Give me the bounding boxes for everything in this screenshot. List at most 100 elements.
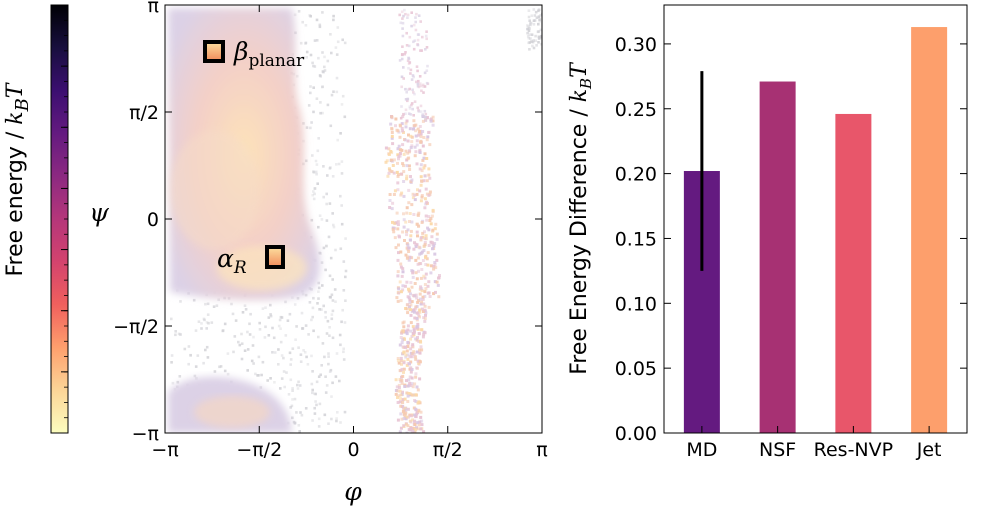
stripe-cell <box>411 275 415 279</box>
stripe-cell <box>395 170 399 174</box>
stripe-cell <box>409 366 413 370</box>
stripe-cell <box>408 305 411 309</box>
stripe-cell <box>420 179 424 183</box>
stripe-cell <box>423 317 427 320</box>
stripe-cell <box>424 48 427 51</box>
stripe-cell <box>423 164 427 168</box>
stripe-cell <box>405 211 409 215</box>
stripe-cell <box>434 222 438 226</box>
density-speckle <box>261 360 265 364</box>
stripe-cell <box>425 200 429 204</box>
stripe-cell <box>405 415 409 419</box>
bar-ylabel-k: k <box>567 89 592 102</box>
patch-cell <box>527 41 530 45</box>
patch-cell <box>529 23 532 27</box>
density-speckle <box>332 90 335 93</box>
density-speckle <box>258 321 261 325</box>
stripe-cell <box>407 67 410 70</box>
stripe-cell <box>410 285 414 289</box>
density-speckle <box>305 56 308 59</box>
stripe-cell <box>407 133 410 137</box>
density-speckle <box>328 326 331 329</box>
density-speckle <box>261 307 265 310</box>
alpha-l-stripe <box>384 8 441 433</box>
stripe-cell <box>427 193 431 197</box>
stripe-cell <box>415 316 419 320</box>
stripe-cell <box>422 166 426 170</box>
stripe-cell <box>414 407 418 411</box>
stripe-cell <box>427 291 431 295</box>
density-speckle <box>297 346 300 349</box>
stripe-cell <box>402 66 405 69</box>
stripe-cell <box>406 88 410 91</box>
density-speckle <box>217 298 220 301</box>
stripe-cell <box>398 152 402 155</box>
stripe-cell <box>394 392 398 396</box>
density-speckle <box>312 86 315 89</box>
density-speckle <box>264 306 267 309</box>
density-speckle <box>309 85 312 88</box>
stripe-cell <box>401 230 405 234</box>
stripe-cell <box>427 244 431 247</box>
stripe-cell <box>403 397 407 401</box>
stripe-cell <box>408 61 412 64</box>
density-speckle <box>335 90 339 94</box>
density-speckle <box>174 333 177 337</box>
stripe-cell <box>420 307 424 311</box>
stripe-cell <box>414 393 418 397</box>
patch-cell <box>532 39 535 42</box>
stripe-cell <box>407 164 411 168</box>
stripe-cell <box>392 193 396 196</box>
density-speckle <box>342 260 346 263</box>
density-speckle <box>340 103 344 106</box>
stripe-cell <box>405 44 409 47</box>
stripe-cell <box>397 243 400 247</box>
density-speckle <box>314 170 318 174</box>
stripe-cell <box>402 417 406 420</box>
density-speckle <box>271 326 274 330</box>
stripe-cell <box>404 112 407 115</box>
stripe-cell <box>423 230 426 234</box>
density-speckle <box>213 370 217 373</box>
stripe-cell <box>415 192 419 196</box>
density-speckle <box>179 333 182 336</box>
stripe-cell <box>419 238 423 242</box>
stripe-cell <box>417 400 421 404</box>
stripe-cell <box>413 316 417 320</box>
density-speckle <box>310 354 313 358</box>
stripe-cell <box>422 274 426 278</box>
density-speckle <box>298 430 301 433</box>
density-speckle <box>306 363 310 366</box>
stripe-cell <box>431 208 435 212</box>
stripe-cell <box>406 407 410 411</box>
stripe-cell <box>412 119 416 123</box>
stripe-cell <box>401 345 405 349</box>
stripe-cell <box>412 327 416 331</box>
density-speckle <box>293 13 297 17</box>
density-speckle <box>335 76 339 80</box>
density-speckle <box>331 336 335 340</box>
density-speckle <box>329 256 333 260</box>
density-speckle <box>330 51 333 55</box>
density-speckle <box>339 132 342 135</box>
stripe-cell <box>423 331 427 335</box>
stripe-cell <box>420 328 424 332</box>
stripe-cell <box>420 194 424 197</box>
stripe-cell <box>419 199 423 203</box>
stripe-cell <box>423 319 427 323</box>
patch-cell <box>535 44 538 47</box>
stripe-cell <box>396 274 400 278</box>
stripe-cell <box>413 198 417 202</box>
density-speckle <box>339 343 342 347</box>
patch-cell <box>528 48 531 51</box>
stripe-cell <box>422 302 426 306</box>
colorbar-label: Free energy / kBT <box>3 81 33 276</box>
stripe-cell <box>410 368 414 371</box>
stripe-cell <box>418 420 422 424</box>
bar-x-tick-label: Res-NVP <box>814 439 893 461</box>
stripe-cell <box>404 125 408 129</box>
stripe-cell <box>430 214 434 218</box>
density-speckle <box>244 308 248 311</box>
stripe-cell <box>417 110 421 113</box>
stripe-cell <box>404 87 407 91</box>
